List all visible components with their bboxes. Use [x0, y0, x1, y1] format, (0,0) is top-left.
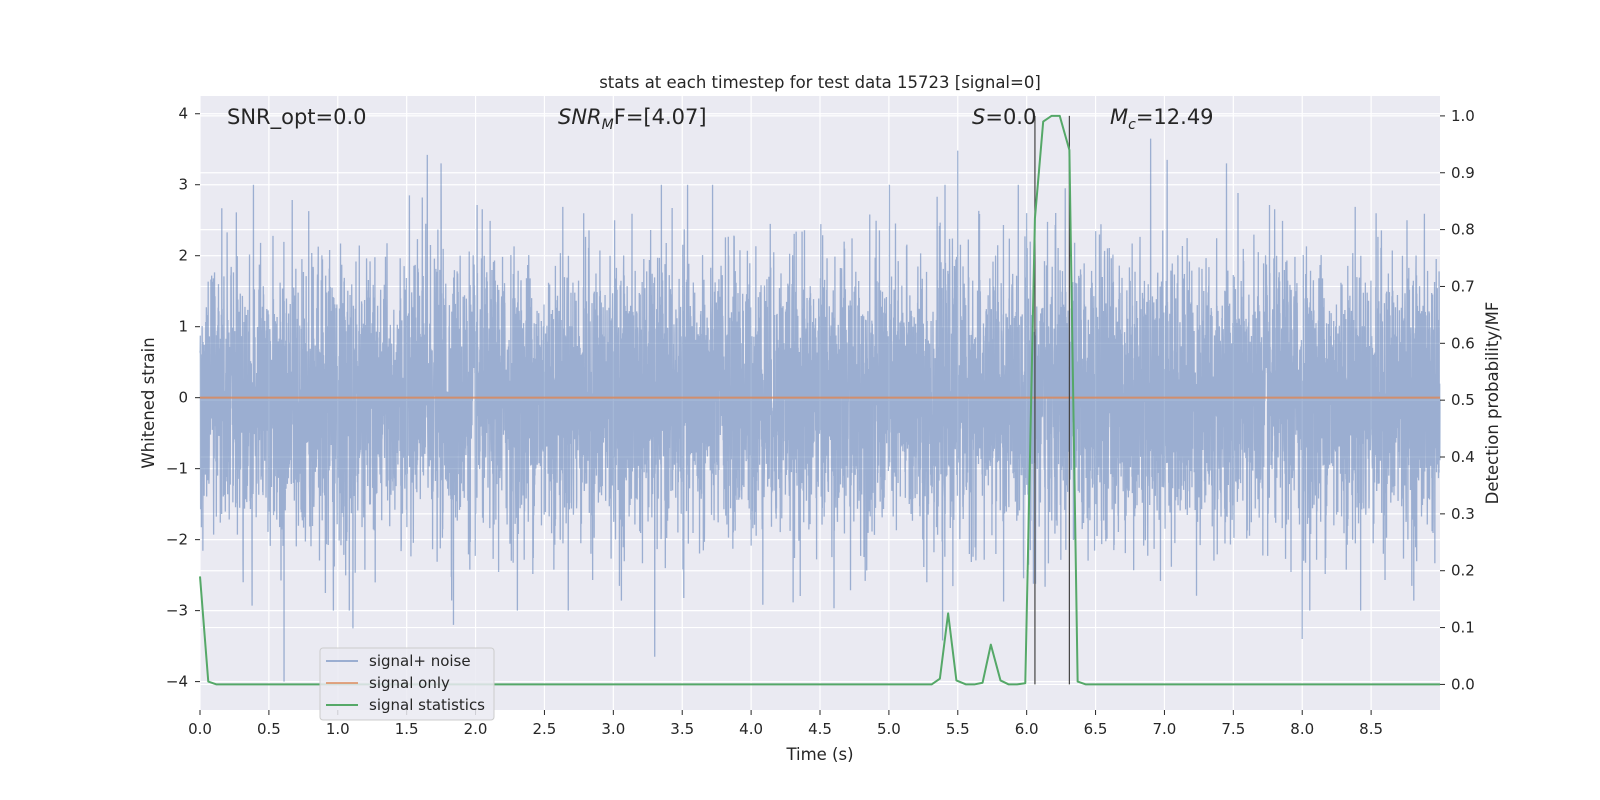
y-tick-label: −1	[166, 460, 188, 478]
x-tick-label: 0.5	[257, 720, 281, 738]
y2-axis-ticks: 1.0 0.9 0.8 0.7 0.6 0.5 0.4 0.3 0.2 0.1 0.0	[1440, 107, 1475, 693]
series-signal-statistics	[199, 114, 1440, 686]
x-tick-label: 8.0	[1290, 720, 1314, 738]
y-tick-label: −3	[166, 602, 188, 620]
annotation-s: S=0.0	[972, 105, 1036, 129]
x-tick-label: 3.0	[601, 720, 625, 738]
annotation-mc: Mc=12.49	[1110, 105, 1214, 133]
x-tick-label: 2.0	[464, 720, 488, 738]
annotation-snr-opt: SNR_opt=0.0	[227, 105, 367, 130]
y2-tick-label: 0.8	[1451, 221, 1475, 239]
legend-label-signal-noise: signal+ noise	[369, 652, 471, 670]
y2-tick-label: 0.5	[1451, 391, 1475, 409]
y-tick-label: −2	[166, 531, 188, 549]
x-tick-label: 6.0	[1015, 720, 1039, 738]
x-tick-label: 7.5	[1221, 720, 1245, 738]
x-tick-label: 5.5	[946, 720, 970, 738]
y-tick-label: −4	[166, 673, 188, 691]
series-signal-noise	[199, 138, 1441, 682]
y-tick-label: 0	[178, 389, 188, 407]
y-tick-label: 3	[178, 176, 188, 194]
y2-axis-label: Detection probability/MF	[1483, 302, 1502, 505]
y-tick-label: 2	[178, 247, 188, 265]
y2-tick-label: 1.0	[1451, 107, 1475, 125]
x-tick-label: 2.5	[533, 720, 557, 738]
x-tick-label: 8.5	[1359, 720, 1383, 738]
legend-label-signal-statistics: signal statistics	[369, 696, 485, 714]
x-axis-label: Time (s)	[785, 745, 853, 764]
x-tick-label: 0.0	[188, 720, 212, 738]
y-axis-ticks: 4 3 2 1 0 −1 −2 −3 −4	[166, 105, 200, 691]
y-tick-label: 1	[178, 318, 188, 336]
x-tick-label: 6.5	[1084, 720, 1108, 738]
y-tick-label: 4	[178, 105, 188, 123]
y2-tick-label: 0.6	[1451, 334, 1475, 352]
annotation-snr-mf: SNRMF=[4.07]	[558, 105, 707, 133]
y2-tick-label: 0.0	[1451, 675, 1475, 693]
legend: signal+ noise signal only signal statist…	[319, 647, 495, 721]
statistics-line	[199, 114, 1440, 686]
legend-label-signal-only: signal only	[369, 674, 450, 692]
x-axis-ticks: 0.0 0.5 1.0 1.5 2.0 2.5 3.0 3.5 4.0 4.5 5.0 5.5 6.0 6…	[188, 710, 1383, 738]
x-tick-label: 1.0	[326, 720, 350, 738]
y2-tick-label: 0.3	[1451, 505, 1475, 523]
x-tick-label: 1.5	[395, 720, 419, 738]
x-tick-label: 3.5	[670, 720, 694, 738]
chart-title: stats at each timestep for test data 157…	[599, 73, 1041, 92]
x-tick-label: 7.0	[1153, 720, 1177, 738]
noise-line	[199, 138, 1441, 682]
x-tick-label: 4.5	[808, 720, 832, 738]
y-axis-label: Whitened strain	[139, 337, 158, 468]
x-tick-label: 5.0	[877, 720, 901, 738]
y2-tick-label: 0.2	[1451, 562, 1475, 580]
y2-tick-label: 0.4	[1451, 448, 1475, 466]
x-tick-label: 4.0	[739, 720, 763, 738]
y2-tick-label: 0.9	[1451, 164, 1475, 182]
y2-tick-label: 0.7	[1451, 277, 1475, 295]
y2-tick-label: 0.1	[1451, 619, 1475, 637]
legend-box	[319, 647, 495, 721]
